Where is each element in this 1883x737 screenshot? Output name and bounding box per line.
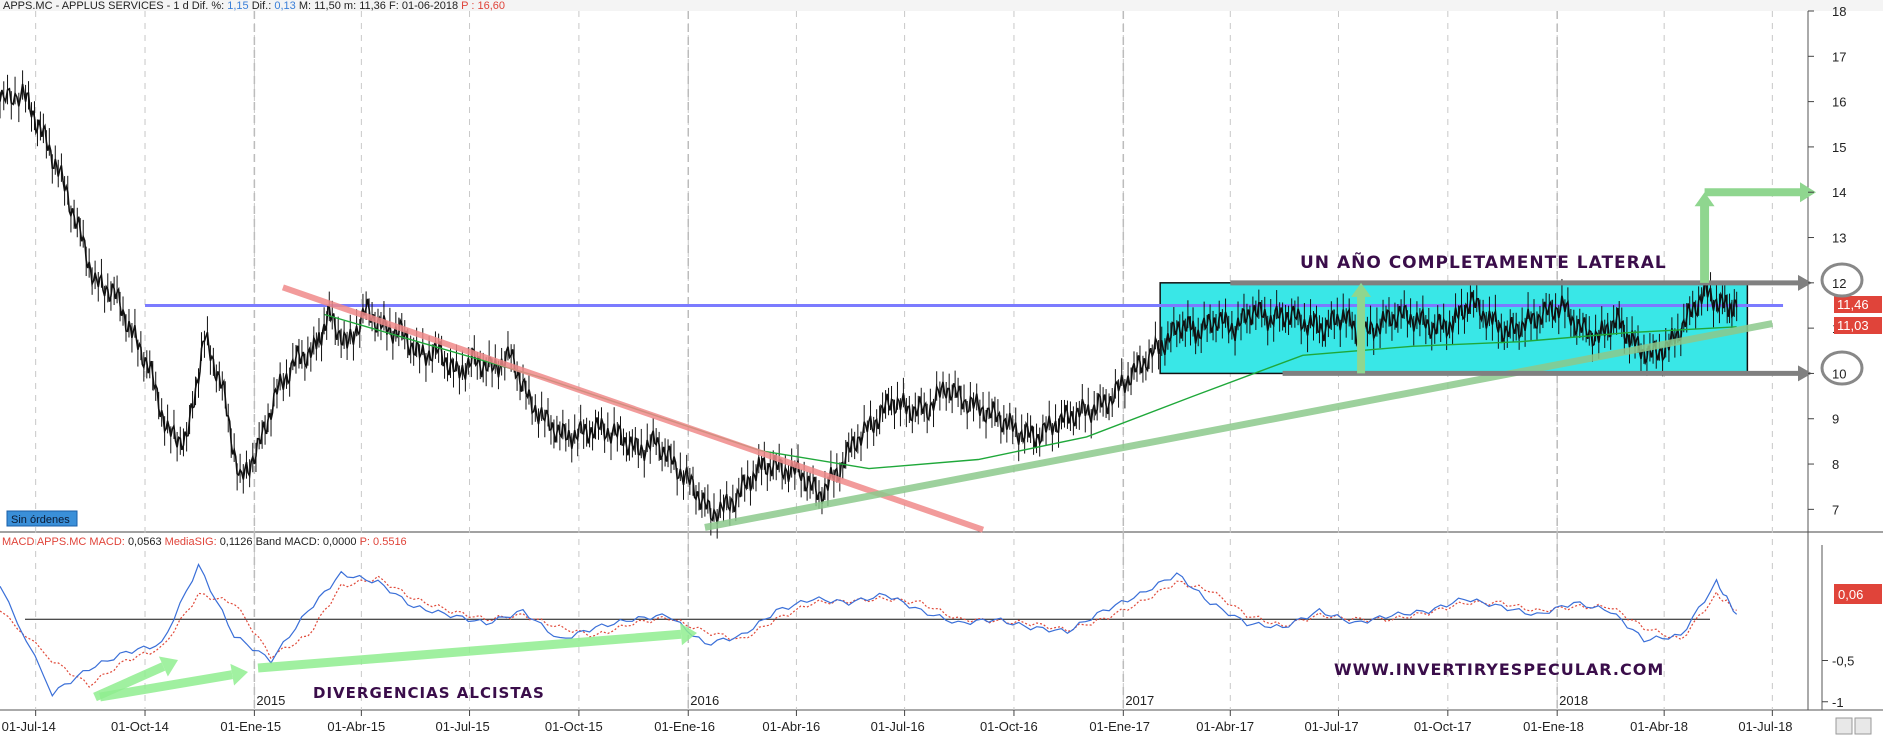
macd-series: [0, 563, 1738, 702]
divergence-arrow-2: [99, 670, 233, 702]
ma-price-tag: 11,03: [1834, 317, 1882, 334]
x-tick-label: 01-Ene-15: [220, 719, 281, 734]
y-tick-label: 7: [1832, 502, 1839, 517]
divergence-arrow-1-head: [158, 656, 178, 677]
status-badge-label: Sin órdenes: [11, 514, 70, 526]
ma-price-value: 11,03: [1837, 318, 1869, 333]
header-min: 11,36: [359, 0, 386, 12]
status-badge[interactable]: Sin órdenes: [6, 510, 78, 527]
y-tick-label: 15: [1832, 140, 1846, 155]
x-tick-label: 01-Abr-17: [1196, 719, 1254, 734]
header-price-label: P :: [461, 0, 474, 12]
macd-sig-value: 0,1126: [220, 536, 253, 548]
divergence-arrow-3-head: [680, 623, 697, 646]
x-tick-label: 01-Jul-14: [2, 719, 56, 734]
uptrend-line: [704, 320, 1773, 531]
macd-header: MACD APPS.MC MACD: 0,0563 MediaSIG: 0,11…: [2, 536, 407, 548]
x-tick-label: 01-Abr-15: [327, 719, 385, 734]
x-tick-label: 01-Jul-18: [1738, 719, 1792, 734]
range-height-arrow-1-head: [1351, 282, 1372, 297]
x-tick-label: 01-Oct-14: [111, 719, 169, 734]
scroll-right-button[interactable]: [1854, 717, 1872, 735]
x-tick-label: 01-Oct-16: [980, 719, 1038, 734]
header-period: 1 d: [173, 0, 188, 12]
macd-signal-line: [0, 575, 1737, 688]
macd-p-label: P:: [360, 536, 370, 548]
x-tick-label: 01-Ene-16: [654, 719, 715, 734]
x-tick-label: 01-Ene-18: [1523, 719, 1584, 734]
macd-sig-label: MediaSIG:: [165, 536, 217, 548]
y-tick-label: 10: [1832, 366, 1846, 381]
macd-tag-value: 0,06: [1838, 587, 1863, 602]
x-tick-label: 01-Abr-18: [1630, 719, 1688, 734]
last-price-tag: 11,46: [1834, 296, 1882, 313]
macd-title: MACD APPS.MC: [2, 536, 86, 548]
header-max: 11,50: [314, 0, 341, 12]
macd-p-value: 0.5516: [373, 536, 407, 548]
x-tick-label: 01-Abr-16: [762, 719, 820, 734]
annotation-divergences: DIVERGENCIAS ALCISTAS: [313, 684, 545, 702]
y-tick-label: 8: [1832, 457, 1839, 472]
header-symbol: APPS.MC: [3, 0, 53, 12]
header-dif-pct-label: Dif. %:: [192, 0, 224, 12]
chart-header: APPS.MC - APPLUS SERVICES - 1 d Dif. %: …: [3, 0, 505, 12]
price-line: [0, 83, 1738, 524]
header-date: 01-06-2018: [402, 0, 458, 12]
header-min-label: m:: [344, 0, 356, 12]
axes: 01-Jul-14 01-Oct-14 01-Ene-15 01-Abr-15 01-J…: [2, 4, 1855, 734]
y-tick-label: 17: [1832, 49, 1846, 64]
header-price: 16,60: [478, 0, 506, 12]
macd-y-tick-label: -0,5: [1832, 654, 1854, 669]
header-max-label: M:: [299, 0, 311, 12]
y-tick-label: 9: [1832, 412, 1839, 427]
macd-band-value: 0,0000: [323, 536, 357, 548]
level-circle-12: [1820, 262, 1864, 298]
zoom-button[interactable]: [1835, 717, 1853, 735]
macd-label: MACD:: [89, 536, 124, 548]
x-tick-label: 01-Ene-17: [1089, 719, 1150, 734]
macd-line: [0, 563, 1738, 697]
year-label: 2015: [256, 693, 285, 708]
header-dif-pct: 1,15: [227, 0, 248, 12]
breakout-arrow-head: [1694, 192, 1715, 207]
year-label: 2017: [1125, 693, 1154, 708]
header-dif-label: Dif.:: [252, 0, 272, 12]
header-date-label: F:: [389, 0, 399, 12]
x-tick-label: 01-Jul-17: [1304, 719, 1358, 734]
y-tick-label: 18: [1832, 4, 1846, 19]
macd-band-label: Band MACD:: [256, 536, 320, 548]
y-tick-label: 16: [1832, 95, 1846, 110]
x-tick-label: 01-Jul-15: [436, 719, 490, 734]
x-tick-label: 01-Jul-16: [871, 719, 925, 734]
year-label: 2018: [1559, 693, 1588, 708]
y-tick-label: 13: [1832, 231, 1846, 246]
y-tick-label: 14: [1832, 185, 1846, 200]
channel-bottom-arrow-head: [1798, 365, 1812, 382]
trend-lines: [281, 182, 1816, 533]
y-tick-label: 12: [1832, 276, 1846, 291]
annotation-lateral: UN AÑO COMPLETAMENTE LATERAL: [1300, 250, 1667, 273]
annotation-website: WWW.INVERTIRYESPECULAR.COM: [1334, 660, 1664, 679]
macd-value: 0,0563: [128, 536, 162, 548]
level-circle-10: [1820, 350, 1864, 386]
divergence-arrow-3: [257, 629, 682, 673]
divergence-arrow-2-head: [230, 663, 248, 686]
header-dif: 0,13: [274, 0, 295, 12]
macd-y-tick-label: -1: [1832, 695, 1844, 710]
x-tick-label: 01-Oct-15: [545, 719, 603, 734]
downtrend-line: [281, 284, 985, 533]
macd-value-tag: 0,06: [1834, 584, 1882, 604]
channel-top-arrow-head: [1798, 274, 1812, 291]
header-name: APPLUS SERVICES: [62, 0, 164, 12]
last-price-value: 11,46: [1837, 297, 1869, 312]
x-tick-label: 01-Oct-17: [1414, 719, 1472, 734]
year-label: 2016: [690, 693, 719, 708]
